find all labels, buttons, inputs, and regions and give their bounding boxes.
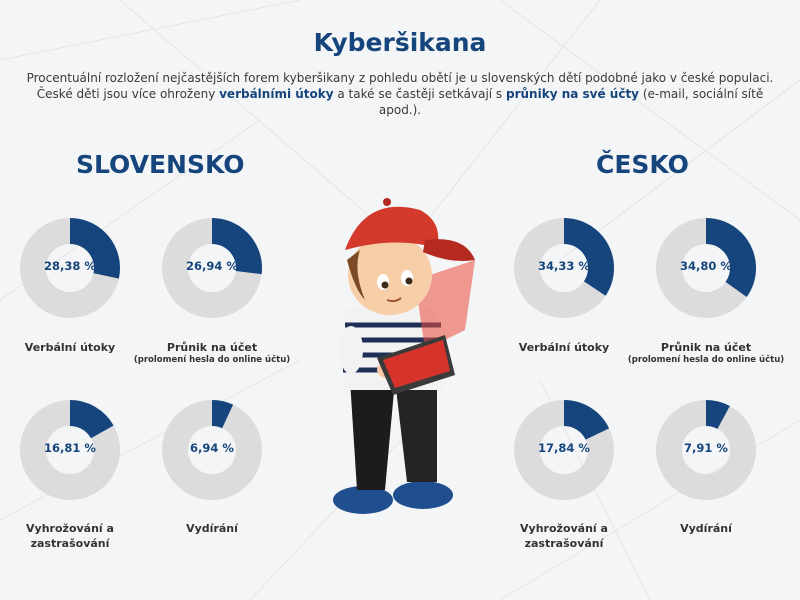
category-label-slovensko-prunik-na-ucet: Průnik na účet (prolomení hesla do online… xyxy=(132,340,292,366)
donut-value-arc xyxy=(162,400,262,500)
donut-slovensko-vyhrozovani: 16,81 % xyxy=(20,400,120,500)
intro-line-2: České děti jsou více ohroženy verbálními… xyxy=(36,87,764,117)
category-label-cesko-vydirani: Vydírání xyxy=(626,521,786,536)
donut-slovensko-vydirani: 6,94 % xyxy=(162,400,262,500)
donut-value-arc xyxy=(20,400,120,500)
donut-svg xyxy=(656,400,756,500)
intro-text: Procentuální rozložení nejčastějších for… xyxy=(20,70,780,118)
donut-value-arc xyxy=(656,218,756,318)
donut-percent-label: 7,91 % xyxy=(684,441,728,455)
category-name: Verbální útoky xyxy=(24,341,116,354)
donut-percent-label: 28,38 % xyxy=(44,259,96,273)
donut-value-arc xyxy=(514,218,614,318)
donut-percent-label: 6,94 % xyxy=(190,441,234,455)
donut-svg xyxy=(162,400,262,500)
donut-slovensko-verbalni-utoky: 28,38 % xyxy=(20,218,120,318)
category-name: Verbální útoky xyxy=(518,341,610,354)
category-name: Vyhrožování a zastrašování xyxy=(26,522,114,550)
donut-value-arc xyxy=(162,218,262,318)
donut-svg xyxy=(514,400,614,500)
donut-svg xyxy=(162,218,262,318)
category-label-slovensko-verbalni-utoky: Verbální útoky xyxy=(0,340,150,355)
category-name: Průnik na účet xyxy=(166,341,258,354)
donut-percent-label: 34,33 % xyxy=(538,259,590,273)
category-name: Průnik na účet xyxy=(660,341,752,354)
donut-cesko-verbalni-utoky: 34,33 % xyxy=(514,218,614,318)
highlight-verbal: verbálními útoky xyxy=(219,87,334,101)
category-label-slovensko-vyhrozovani: Vyhrožování a zastrašování xyxy=(0,521,150,551)
category-name: Vydírání xyxy=(680,522,732,535)
donut-svg xyxy=(20,218,120,318)
category-label-cesko-verbalni-utoky: Verbální útoky xyxy=(484,340,644,355)
category-label-cesko-vyhrozovani: Vyhrožování a zastrašování xyxy=(484,521,644,551)
donut-slovensko-prunik-na-ucet: 26,94 % xyxy=(162,218,262,318)
donut-percent-label: 16,81 % xyxy=(44,441,96,455)
donut-value-arc xyxy=(514,400,614,500)
donut-cesko-vydirani: 7,91 % xyxy=(656,400,756,500)
donut-percent-label: 34,80 % xyxy=(680,259,732,273)
donut-cesko-prunik-na-ucet: 34,80 % xyxy=(656,218,756,318)
category-name: Vydírání xyxy=(186,522,238,535)
country-title-slovensko: SLOVENSKO xyxy=(76,150,245,179)
intro-line-1: Procentuální rozložení nejčastějších for… xyxy=(26,71,774,85)
category-label-cesko-prunik-na-ucet: Průnik na účet (prolomení hesla do online… xyxy=(626,340,786,366)
category-label-slovensko-vydirani: Vydírání xyxy=(132,521,292,536)
highlight-account: průniky na své účty xyxy=(506,87,640,101)
donut-value-arc xyxy=(20,218,120,318)
donut-percent-label: 17,84 % xyxy=(538,441,590,455)
boy-with-tablet-illustration xyxy=(333,198,475,514)
donut-svg xyxy=(20,400,120,500)
country-title-cesko: ČESKO xyxy=(596,150,689,179)
category-name: Vyhrožování a zastrašování xyxy=(520,522,608,550)
category-subnote: (prolomení hesla do online účtu) xyxy=(627,355,785,365)
donut-svg xyxy=(514,218,614,318)
donut-percent-label: 26,94 % xyxy=(186,259,238,273)
donut-value-arc xyxy=(656,400,756,500)
donut-cesko-vyhrozovani: 17,84 % xyxy=(514,400,614,500)
donut-svg xyxy=(656,218,756,318)
page-title: Kyberšikana xyxy=(313,28,487,57)
category-subnote: (prolomení hesla do online účtu) xyxy=(133,355,291,365)
